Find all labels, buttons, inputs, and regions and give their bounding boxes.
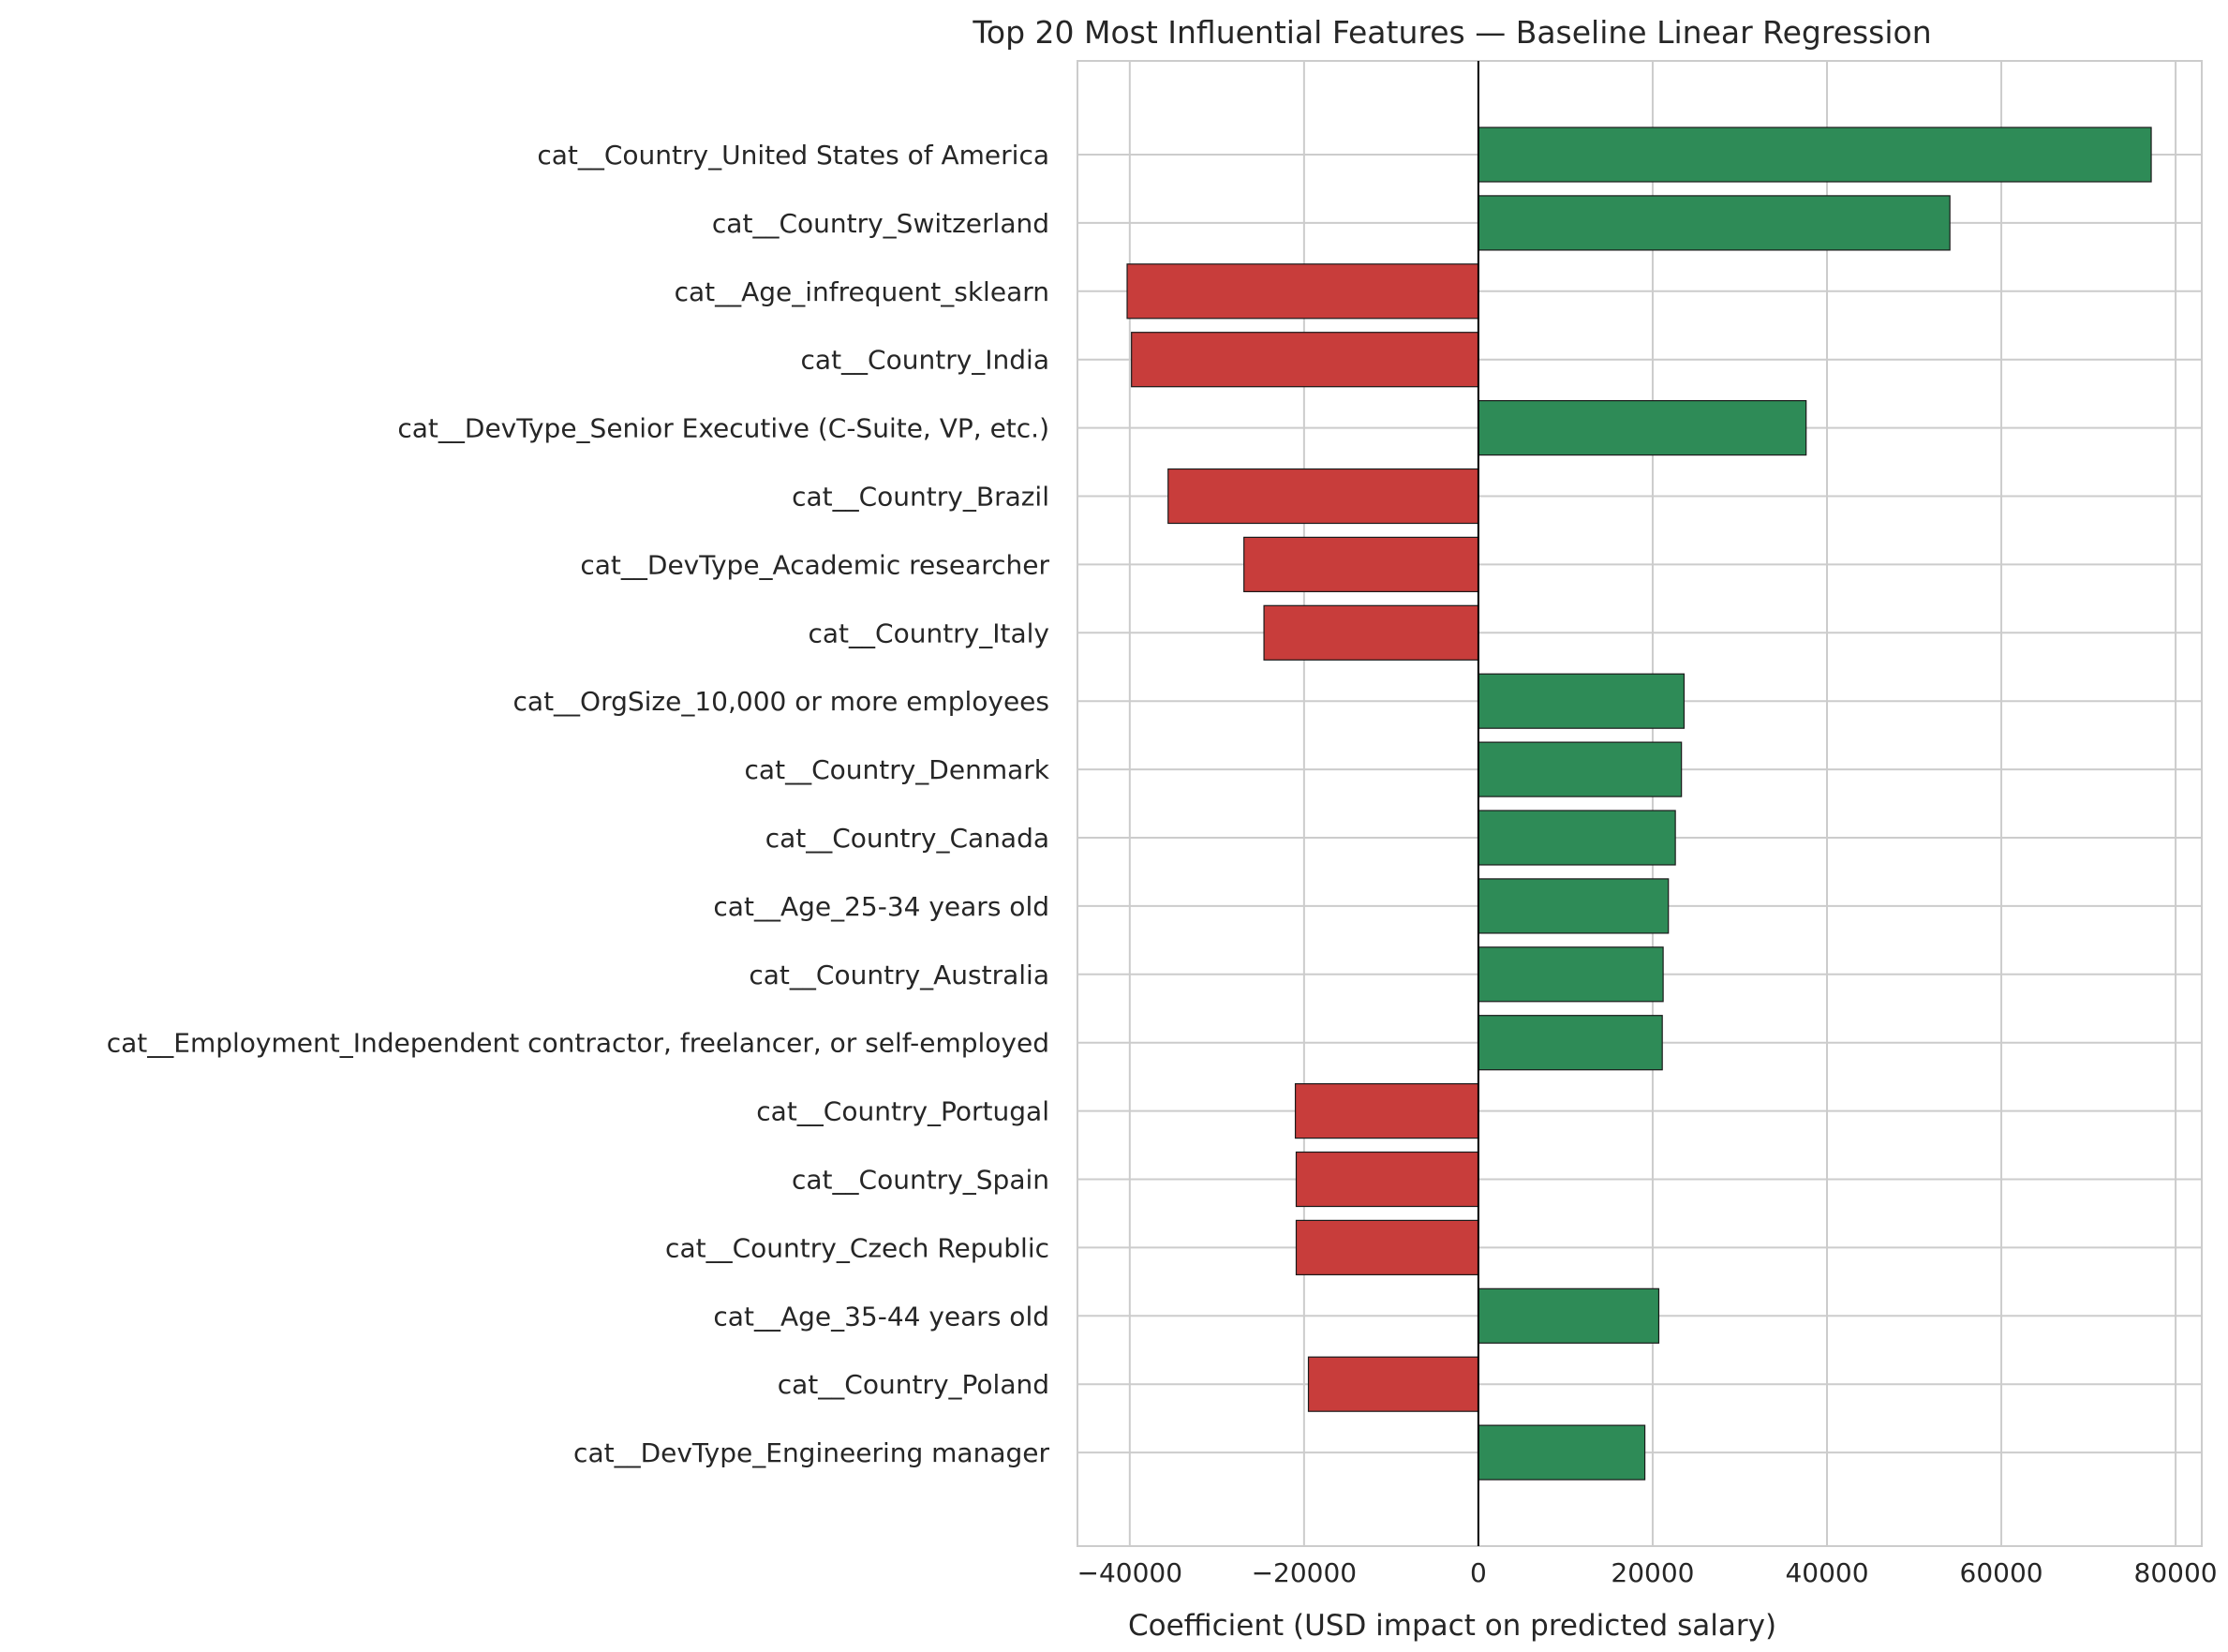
bar xyxy=(1478,195,1951,251)
x-tick-label: 60000 xyxy=(1960,1557,2043,1588)
category-label: cat__DevType_Senior Executive (C-Suite, … xyxy=(397,413,1049,444)
category-label: cat__DevType_Academic researcher xyxy=(580,549,1049,580)
category-label: cat__Age_infrequent_sklearn xyxy=(675,276,1049,307)
category-label: cat__Country_Canada xyxy=(765,823,1049,854)
category-label: cat__Country_Spain xyxy=(792,1165,1049,1196)
x-tick-labels: −40000 −20000 0 20000 40000 60000 80000 xyxy=(1077,1557,2218,1588)
bar xyxy=(1294,1082,1479,1139)
chart-title: Top 20 Most Influential Features — Basel… xyxy=(972,14,1931,51)
category-label: cat__Country_Switzerland xyxy=(712,208,1049,239)
bar xyxy=(1478,946,1664,1003)
x-tick-label: −20000 xyxy=(1252,1557,1358,1588)
bar xyxy=(1478,400,1807,456)
bar xyxy=(1478,1424,1646,1481)
bar xyxy=(1295,1151,1479,1208)
bar xyxy=(1126,263,1479,320)
bar xyxy=(1478,127,2152,183)
bar xyxy=(1478,878,1670,934)
x-axis-label: Coefficient (USD impact on predicted sal… xyxy=(1128,1609,1776,1643)
x-tick-label: −40000 xyxy=(1077,1557,1183,1588)
category-label: cat__Age_25-34 years old xyxy=(713,891,1049,922)
category-label: cat__Country_Poland xyxy=(778,1369,1049,1400)
category-label: cat__Country_Italy xyxy=(808,618,1049,648)
bar xyxy=(1263,604,1479,661)
bar xyxy=(1478,673,1686,729)
bar xyxy=(1478,1287,1660,1344)
x-tick-label: 40000 xyxy=(1785,1557,1868,1588)
bar xyxy=(1478,810,1676,866)
plot-frame xyxy=(1077,60,2203,1547)
category-labels: cat__Country_United States of America cat… xyxy=(107,140,1050,1468)
category-label: cat__OrgSize_10,000 or more employees xyxy=(513,686,1049,717)
category-label: cat__Country_India xyxy=(801,345,1049,376)
category-label: cat__DevType_Engineering manager xyxy=(573,1437,1049,1468)
category-label: cat__Country_Brazil xyxy=(792,482,1049,513)
category-label: cat__Country_Denmark xyxy=(745,754,1050,785)
bar xyxy=(1131,332,1479,388)
x-tick-label: 20000 xyxy=(1611,1557,1694,1588)
bar xyxy=(1295,1219,1479,1276)
category-label: cat__Country_Australia xyxy=(749,960,1049,990)
bar xyxy=(1478,1015,1663,1071)
category-label: cat__Country_Portugal xyxy=(756,1096,1049,1127)
category-label: cat__Employment_Independent contractor, … xyxy=(107,1028,1049,1059)
x-tick-label: 80000 xyxy=(2134,1557,2218,1588)
bar xyxy=(1167,468,1479,525)
category-label: cat__Country_United States of America xyxy=(537,140,1049,171)
bars xyxy=(1126,127,2152,1481)
category-label: cat__Country_Czech Republic xyxy=(665,1232,1049,1263)
bar xyxy=(1243,536,1479,593)
bar xyxy=(1478,741,1683,797)
category-label: cat__Age_35-44 years old xyxy=(713,1301,1049,1332)
bar xyxy=(1307,1356,1479,1412)
x-tick-label: 0 xyxy=(1470,1557,1487,1588)
